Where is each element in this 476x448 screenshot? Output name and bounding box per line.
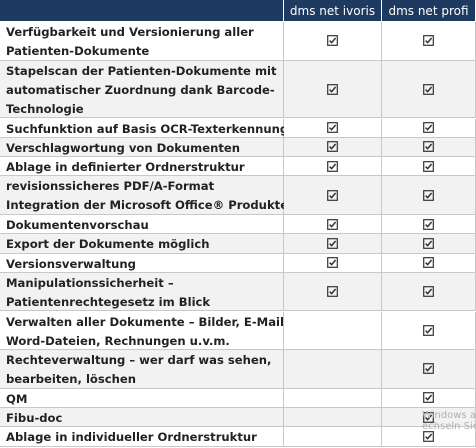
check-cell (382, 350, 476, 389)
check-cell (284, 137, 382, 158)
feature-text: Ablage in individueller Ordnerstruktur (6, 430, 257, 445)
feature-text: Patienten-Dokumente (6, 44, 150, 58)
feature-text: automatischer Zuordnung dank Barcode- (6, 82, 275, 97)
check-cell (284, 118, 382, 138)
feature-text: Verwalten aller Dokumente – Bilder, E-Ma… (6, 314, 296, 329)
feature-text: Technologie (6, 101, 84, 116)
feature-text: Suchfunktion auf Basis OCR-Texterkennung (6, 121, 289, 136)
check-cell (284, 60, 382, 119)
check-cell (284, 22, 382, 61)
check-cell (284, 388, 382, 408)
feature-text: Versionsverwaltung (6, 256, 136, 271)
feature-text: Word-Dateien, Rechnungen u.v.m. (6, 333, 230, 348)
check-cell (382, 157, 476, 177)
feature-cell: QM (0, 388, 284, 408)
watermark-text: Windows a (422, 410, 476, 421)
check-cell (284, 253, 382, 273)
check-icon (327, 189, 338, 201)
feature-cell: Export der Dokumente möglich (0, 234, 284, 254)
check-cell (382, 137, 476, 158)
check-icon (423, 83, 434, 95)
feature-text: Stapelscan der Patienten-Dokumente mit (6, 63, 277, 78)
feature-text: revisionssicheres PDF/A-Format (6, 179, 215, 194)
check-cell (382, 234, 476, 254)
check-cell (284, 272, 382, 312)
check-cell (382, 272, 476, 312)
feature-cell: revisionssicheres PDF/A-Format Integratio… (0, 176, 289, 215)
feature-cell: Verfügbarkeit und Versionierung aller Pat… (0, 22, 284, 61)
check-icon (423, 257, 434, 269)
check-icon (423, 35, 434, 47)
feature-text: bearbeiten, löschen (6, 372, 137, 387)
feature-text: Fibu-doc (6, 411, 63, 425)
check-icon (423, 324, 434, 336)
feature-text: Manipulationssicherheit – (6, 275, 174, 290)
check-cell (284, 408, 382, 428)
check-icon (423, 238, 434, 249)
check-cell (284, 157, 382, 177)
check-cell (284, 427, 382, 447)
feature-cell: Suchfunktion auf Basis OCR-Texterkennung (0, 118, 289, 138)
check-icon (327, 257, 338, 269)
header-cell: dms net ivoris (284, 0, 382, 22)
check-icon (423, 286, 434, 298)
feature-text: Patientenrechtegesetz im Blick (6, 294, 211, 309)
check-icon (327, 141, 338, 153)
check-icon (423, 141, 434, 153)
check-cell (382, 215, 476, 235)
check-cell (382, 118, 476, 138)
feature-text: Verschlagwortung von Dokumenten (6, 140, 241, 155)
check-icon (327, 238, 338, 249)
check-cell (382, 253, 476, 273)
feature-cell: Manipulationssicherheit – Patientenrechte… (0, 272, 284, 312)
check-cell (284, 176, 382, 215)
feature-cell: Versionsverwaltung (0, 253, 284, 273)
check-icon (327, 218, 338, 230)
header-blank (0, 0, 284, 22)
check-icon (423, 189, 434, 201)
check-cell (382, 388, 476, 408)
check-icon (327, 286, 338, 298)
check-icon (423, 431, 434, 442)
feature-cell: Rechteverwaltung – wer darf was sehen, be… (0, 350, 284, 389)
feature-text: QM (6, 391, 28, 406)
check-icon (423, 218, 434, 230)
feature-text: Export der Dokumente möglich (6, 237, 210, 252)
feature-cell: Verschlagwortung von Dokumenten (0, 137, 284, 158)
feature-text: Integration der Microsoft Office® Produk… (6, 198, 289, 213)
check-icon (423, 363, 434, 375)
check-icon (423, 411, 434, 423)
feature-text: Dokumentenvorschau (6, 218, 149, 232)
check-icon (423, 122, 434, 134)
check-cell (382, 60, 476, 119)
check-icon (327, 35, 338, 47)
check-icon (423, 160, 434, 172)
feature-cell: Ablage in definierter Ordnerstruktur (0, 157, 284, 177)
check-cell (382, 176, 476, 215)
check-cell (382, 22, 476, 61)
feature-cell: Fibu-doc (0, 408, 284, 428)
feature-cell: Stapelscan der Patienten-Dokumente mit au… (0, 60, 284, 119)
header-cell: dms net profi (382, 0, 476, 22)
feature-text: Rechteverwaltung – wer darf was sehen, (6, 353, 272, 368)
check-icon (327, 83, 338, 95)
feature-text: Ablage in definierter Ordnerstruktur (6, 160, 245, 175)
check-cell (284, 311, 382, 351)
feature-text: Verfügbarkeit und Versionierung aller (6, 25, 254, 39)
check-icon (327, 160, 338, 172)
check-icon (423, 392, 434, 404)
check-cell (284, 215, 382, 235)
check-cell (284, 234, 382, 254)
feature-cell: Verwalten aller Dokumente – Bilder, E-Ma… (0, 311, 296, 351)
feature-cell: Dokumentenvorschau (0, 215, 284, 235)
feature-cell: Ablage in individueller Ordnerstruktur (0, 427, 284, 447)
check-icon (327, 122, 338, 134)
watermark-text: echseln Sie (422, 421, 476, 432)
check-cell (284, 350, 382, 389)
check-cell (382, 311, 476, 351)
